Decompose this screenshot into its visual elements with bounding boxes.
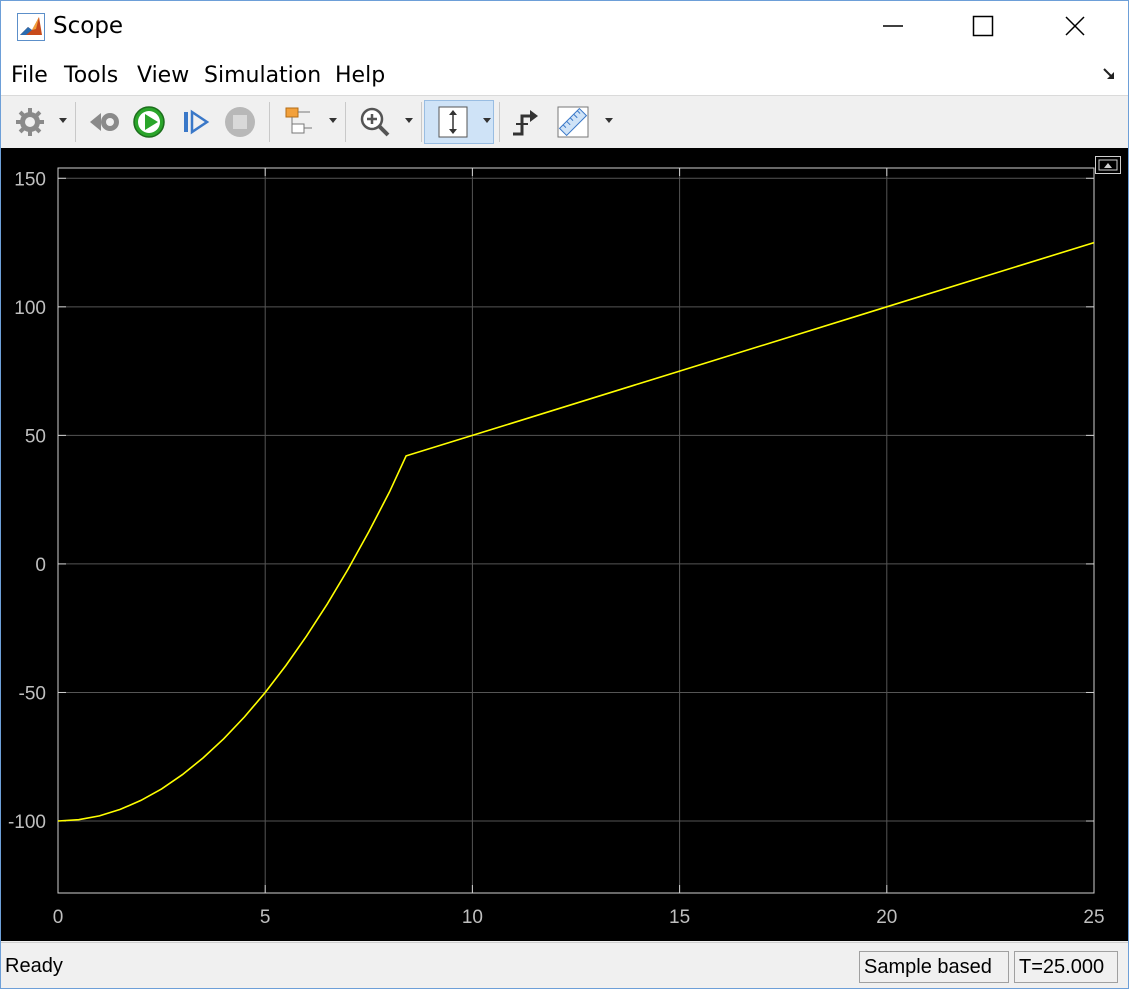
highlight-block-button[interactable] [279, 104, 319, 140]
matlab-icon [17, 13, 45, 41]
autoscale-button[interactable] [433, 104, 473, 140]
toolbar-separator [75, 102, 76, 142]
menu-file[interactable]: File [11, 63, 48, 88]
menu-bar: File Tools View Simulation Help [1, 53, 1128, 95]
menu-tools[interactable]: Tools [64, 63, 119, 88]
measurements-dropdown-icon[interactable] [605, 118, 613, 123]
y-tick-label: 100 [14, 298, 46, 319]
step-forward-button[interactable] [177, 104, 213, 140]
window-title: Scope [53, 13, 124, 39]
x-tick-label: 15 [669, 907, 690, 928]
ruler-icon [557, 106, 589, 138]
close-icon [1065, 16, 1085, 36]
gear-icon [16, 108, 44, 136]
menu-simulation[interactable]: Simulation [204, 63, 322, 88]
zoom-dropdown-icon[interactable] [405, 118, 413, 123]
toolbar-separator [499, 102, 500, 142]
y-tick-label: -50 [19, 683, 46, 704]
x-tick-label: 0 [53, 907, 64, 928]
toolbar-separator [345, 102, 346, 142]
trigger-icon [513, 110, 538, 136]
autoscale-dropdown-icon[interactable] [483, 118, 491, 123]
toolbar [1, 95, 1128, 149]
zoom-in-icon [360, 107, 390, 137]
settings-dropdown-icon[interactable] [59, 118, 67, 123]
run-button[interactable] [131, 104, 167, 140]
title-bar[interactable]: Scope [1, 1, 1128, 53]
status-bar: Ready Sample based T=25.000 [1, 942, 1128, 988]
dock-arrow-icon[interactable] [1102, 67, 1116, 81]
play-icon [133, 106, 165, 138]
sample-mode-indicator: Sample based [859, 951, 1009, 983]
zoom-button[interactable] [355, 104, 395, 140]
y-tick-label: -100 [8, 812, 46, 833]
simulation-time-indicator: T=25.000 [1014, 951, 1118, 983]
maximize-icon [972, 15, 994, 37]
minimize-button[interactable] [847, 1, 939, 51]
step-back-icon [90, 113, 119, 131]
y-tick-label: 50 [25, 426, 46, 447]
plot-axes-frame [57, 167, 1095, 894]
close-button[interactable] [1029, 1, 1121, 51]
autoscale-icon [438, 106, 468, 138]
toolbar-separator [421, 102, 422, 142]
y-tick-label: 150 [14, 169, 46, 190]
measurements-button[interactable] [553, 104, 593, 140]
series-line [57, 241, 1095, 822]
menu-view[interactable]: View [137, 63, 190, 88]
status-text: Ready [5, 955, 63, 977]
menu-help[interactable]: Help [335, 63, 386, 88]
step-forward-icon [184, 109, 210, 135]
plot-panel: 0 5 10 15 20 25 150 100 50 0 -50 -100 [1, 148, 1128, 941]
highlight-block-dropdown-icon[interactable] [329, 118, 337, 123]
y-tick-label: 0 [35, 555, 46, 576]
undock-icon[interactable] [1095, 156, 1121, 174]
x-tick-label: 25 [1083, 907, 1104, 928]
toolbar-separator [269, 102, 270, 142]
step-back-button[interactable] [87, 104, 123, 140]
x-tick-label: 5 [260, 907, 271, 928]
stop-button[interactable] [221, 104, 259, 140]
settings-button[interactable] [13, 104, 47, 140]
maximize-button[interactable] [937, 1, 1029, 51]
triggers-button[interactable] [507, 104, 543, 140]
scope-plot[interactable]: 0 5 10 15 20 25 150 100 50 0 -50 -100 [1, 148, 1128, 941]
x-tick-label: 20 [876, 907, 897, 928]
minimize-icon [883, 25, 903, 27]
stop-icon [225, 107, 255, 137]
block-diagram-icon [285, 107, 312, 134]
x-tick-label: 10 [462, 907, 483, 928]
